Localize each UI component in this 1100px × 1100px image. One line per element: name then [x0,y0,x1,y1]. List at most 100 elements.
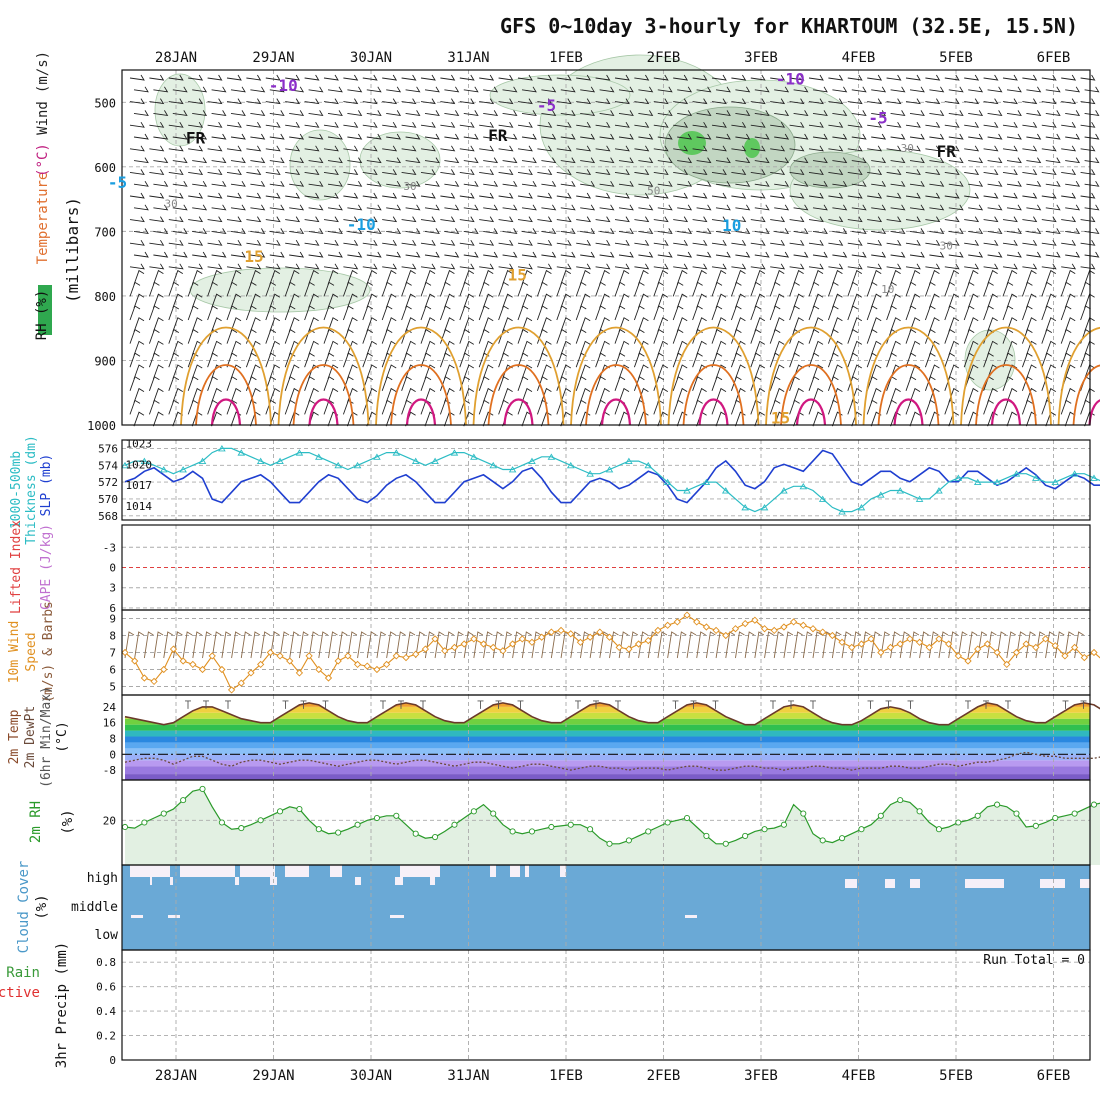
wind-barb [735,133,751,140]
min-max-marker [593,700,599,709]
wind-speed-point [1080,653,1088,662]
temperature-contour [975,364,1037,426]
surface-wind-barb [143,631,154,659]
wind-barb [362,98,378,105]
surface-wind-barb [773,631,784,659]
wind-barb [715,340,727,356]
wind-barb [812,204,828,211]
wind-barb [226,399,238,415]
wind-barb [1002,216,1018,223]
rh-point [354,821,361,828]
wind-speed-point [722,631,730,640]
wind-barb [828,98,844,105]
wind-barb [692,192,708,199]
wind-barb [851,293,863,309]
wind-barb [967,364,979,380]
wind-barb [657,340,669,356]
wind-barb [828,216,844,223]
wind-barb [676,411,688,427]
wind-barb [347,251,363,258]
wind-barb [774,204,790,211]
wind-barb [867,239,883,246]
wind-barb [517,169,533,175]
wind-barb [638,133,654,140]
wind-barb [288,364,300,380]
wind-speed-point [654,626,662,635]
wind-barb [944,328,956,344]
wind-barb [929,133,945,140]
wind-barb [832,157,848,164]
wind-barb [634,192,650,199]
wind-barb [692,305,703,321]
wind-barb [634,169,650,175]
wind-barb [730,352,742,368]
wind-barb [440,239,456,246]
temperature-contour [585,364,647,426]
wind-speed-point [412,650,420,658]
wind-barb [692,98,708,105]
surface-wind-barb [347,631,358,659]
wind-barb [463,387,475,403]
temp-color-band [125,706,1090,713]
wind-barb [715,86,731,93]
rh-point [470,808,477,815]
wind-barb [579,269,591,285]
rh-point [315,826,322,833]
min-max-marker [495,700,502,709]
run-total-label: Run Total = 0 [983,953,1085,968]
wind-speed-point [237,679,245,687]
wind-barb [929,180,945,187]
wind-barb [793,110,809,116]
wind-barb [405,387,416,403]
wind-barb [676,317,688,332]
wind-barb [890,251,906,258]
surface-wind-barb [1045,631,1055,659]
wind-barb [828,169,844,175]
wind-barb [269,110,285,116]
wind-barb [1065,228,1081,234]
wind-barb [517,216,533,223]
rh-point [994,801,1001,808]
rh-point [722,840,729,847]
wind-barb [774,86,790,93]
wind-barb [1002,145,1018,152]
wind-barb [1080,98,1096,105]
wind-barb [909,411,921,427]
cloud-gap [400,865,428,877]
wind-barb [560,157,576,164]
wind-barb [323,98,339,105]
wind-barb [925,216,941,223]
wind-speed-point [683,611,691,619]
temperature-tick-label: 0 [109,748,116,761]
wind-barb [556,328,568,344]
wind-barb [172,340,184,356]
temperature-contour [990,398,1022,426]
wind-barb [696,251,712,258]
min-max-marker [322,700,329,709]
wind-barb [556,352,568,368]
wind-barb [734,411,746,427]
wind-barb [149,74,165,81]
wind-barb [288,387,300,403]
contour-label: -5 [537,96,556,115]
rh-point [548,823,555,831]
wind-barb [925,192,941,199]
surface-wind-barb [531,631,542,659]
wind-barb [870,269,882,285]
wind-barb [789,399,800,415]
wind-barb [1041,281,1053,297]
wind-barb [152,317,164,332]
contour-label: 15 [771,409,790,428]
wind-barb [269,387,281,403]
wind-barb [657,157,673,164]
wind-speed-point [557,626,565,635]
wind-barb [637,387,649,403]
wind-barb [711,281,723,297]
cloud-gap [150,877,152,885]
wind-barb [479,98,495,105]
wind-barb [948,251,964,258]
wind-barb [948,110,964,116]
wind-speed-point [460,640,468,648]
wind-unit-label: (m/s) [35,51,51,93]
wind-barb [734,340,746,356]
